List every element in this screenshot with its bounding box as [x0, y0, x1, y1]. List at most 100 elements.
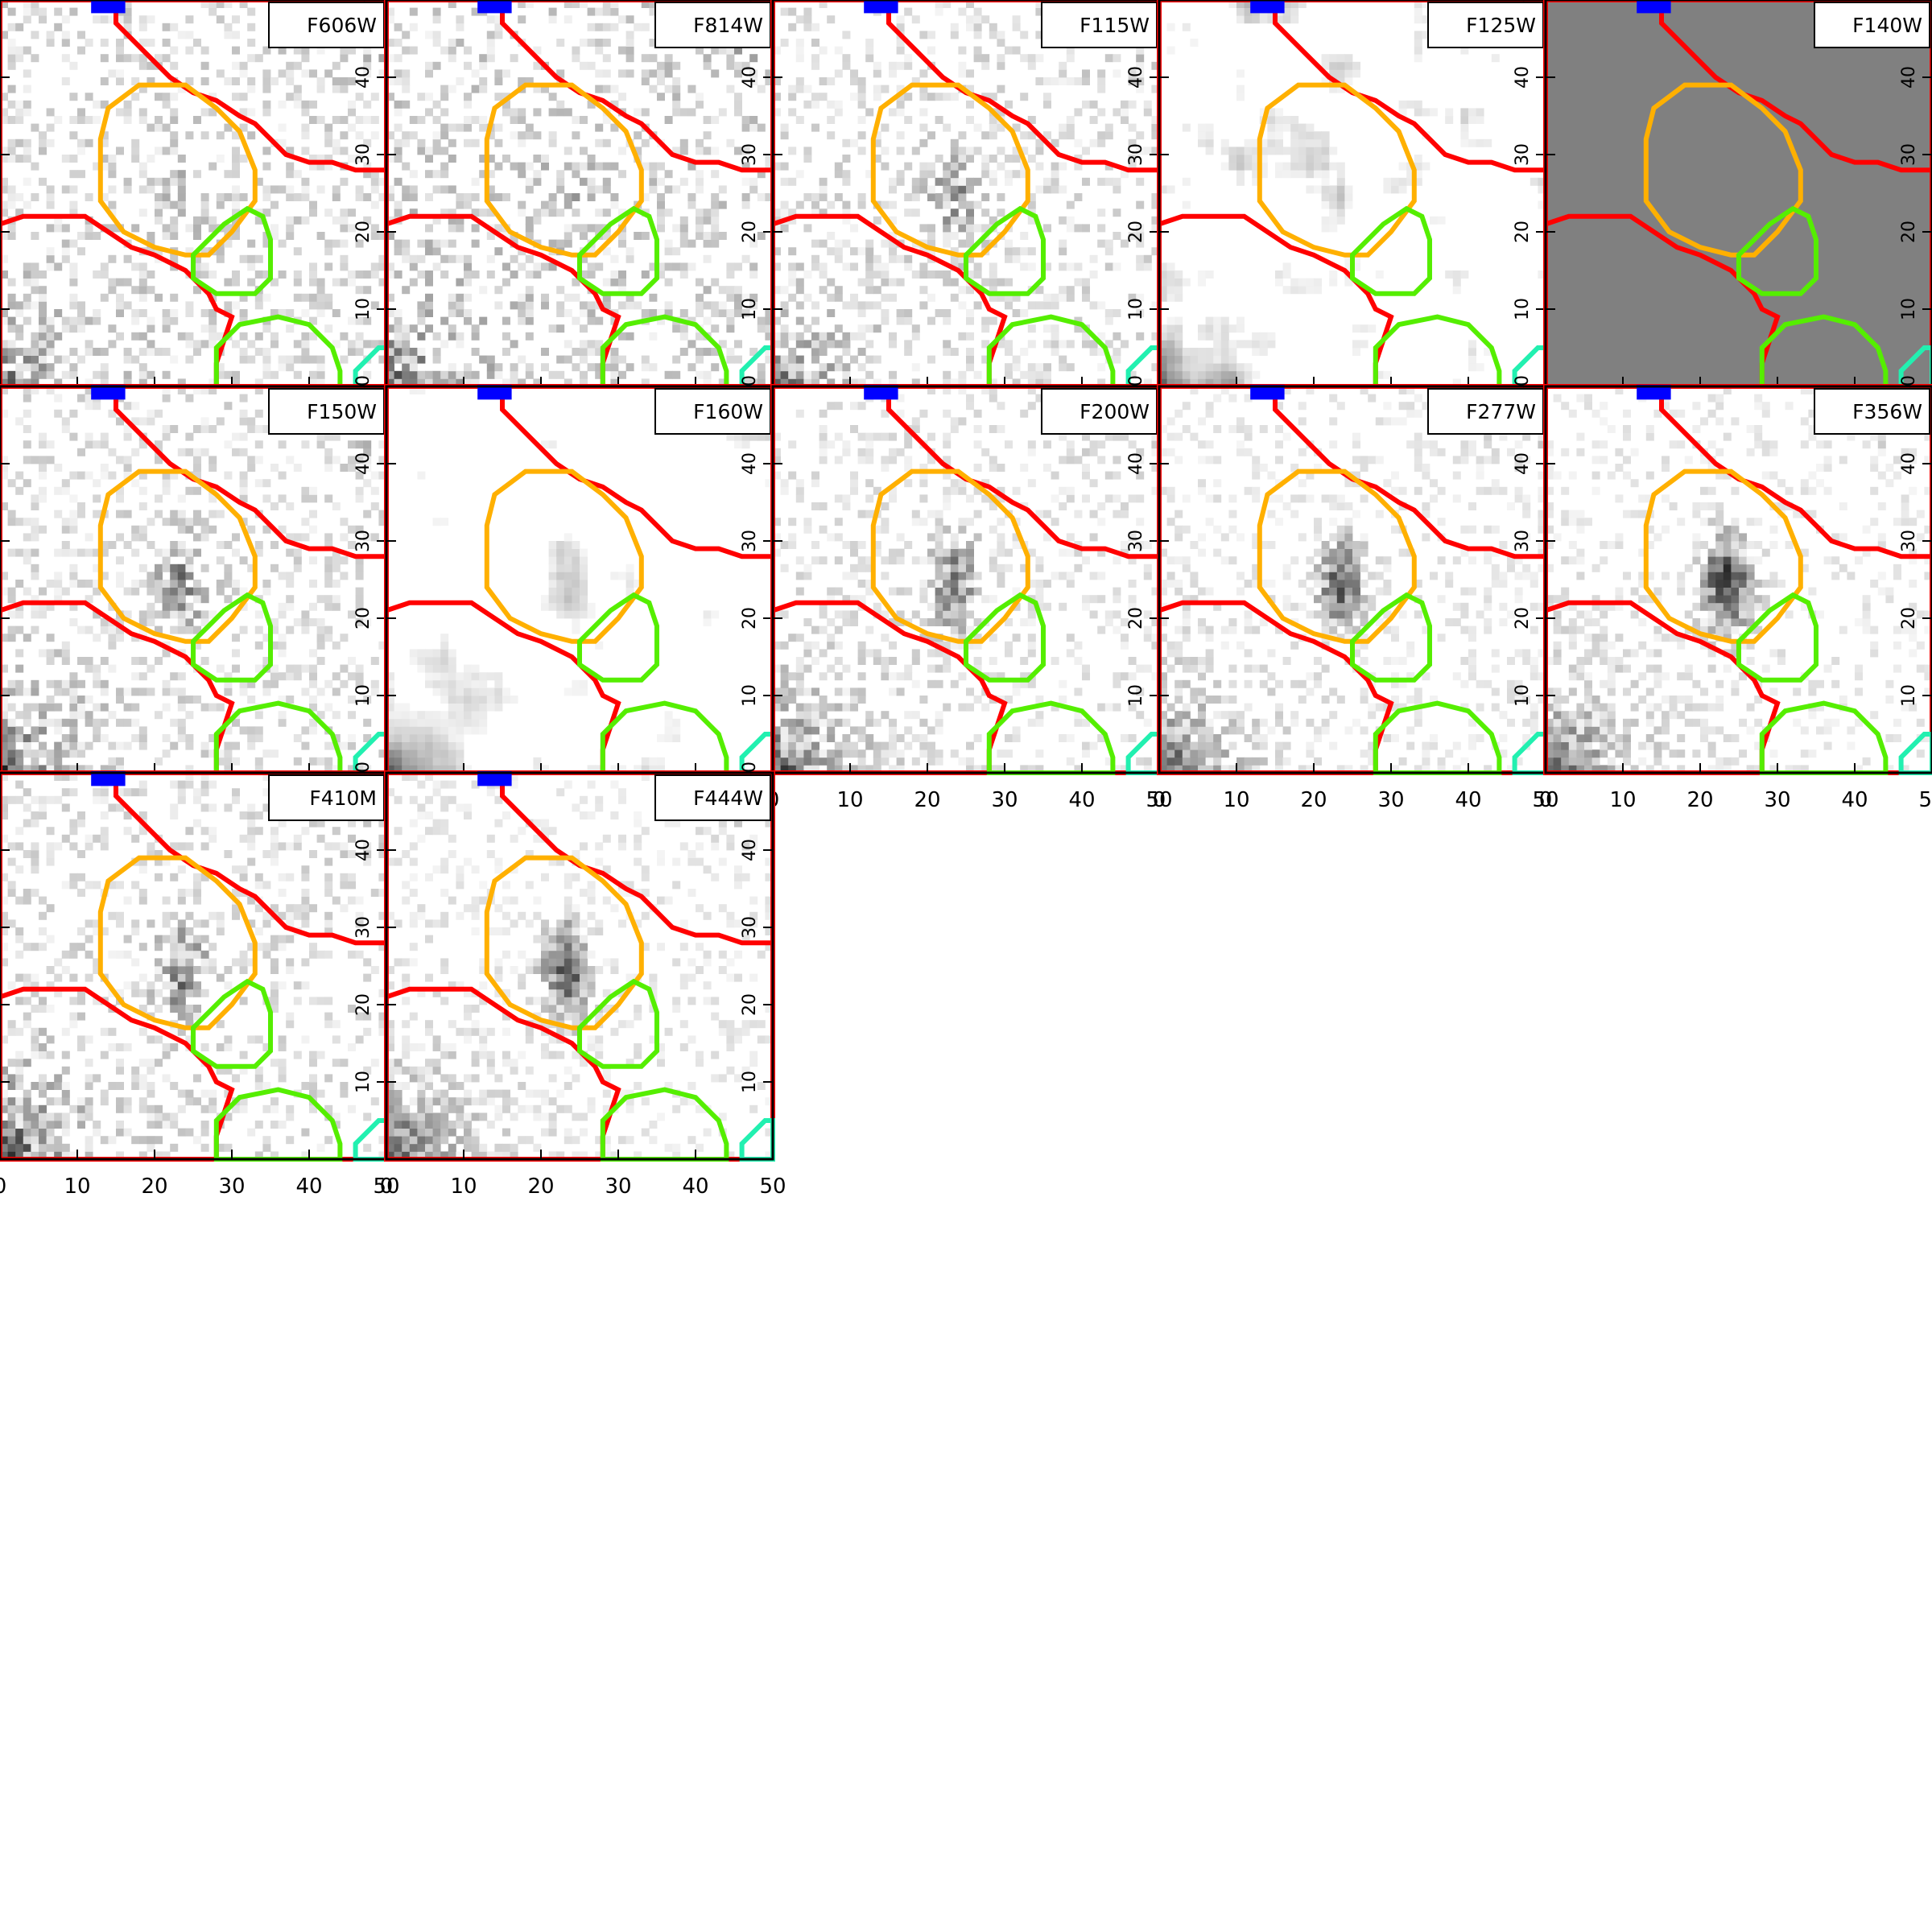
segmap-green-neighbor — [1350, 205, 1432, 296]
y-tick-label: 40 — [1126, 452, 1146, 475]
x-tick-label: 20 — [527, 1174, 554, 1199]
segmap-green-neighbor — [964, 592, 1046, 683]
filter-label: F200W — [1080, 400, 1150, 423]
y-tick-label: 10 — [353, 684, 374, 707]
segmap-orange-source — [484, 82, 644, 258]
segmap-green-lower — [600, 314, 729, 389]
segmap-blue-top — [477, 771, 512, 786]
y-tick-label: 20 — [740, 221, 760, 243]
segmap-red-upper — [114, 386, 386, 559]
x-tick-label: 20 — [141, 1174, 167, 1199]
segmap-green-neighbor — [577, 978, 659, 1069]
x-tick-label: 30 — [218, 1174, 245, 1199]
x-tick-label: 30 — [1377, 788, 1404, 812]
filter-label: F277W — [1466, 400, 1536, 423]
x-tick-label: 40 — [1841, 788, 1868, 812]
y-tick-label: 40 — [353, 452, 374, 475]
filter-label-box — [654, 2, 771, 48]
filter-label-box — [1041, 388, 1158, 435]
segmap-red-upper — [114, 773, 386, 946]
segmap-green-neighbor — [191, 978, 273, 1069]
x-tick-label: 10 — [836, 788, 863, 812]
y-tick-label: 10 — [740, 298, 760, 320]
segmap-blue-top — [91, 771, 126, 786]
segmap-green-neighbor — [964, 205, 1046, 296]
y-tick-label: 20 — [353, 993, 374, 1016]
segmap-orange-source — [97, 469, 258, 644]
y-tick-label: 30 — [1513, 143, 1533, 166]
segmap-green-neighbor — [1736, 205, 1818, 296]
y-tick-label: 40 — [740, 839, 760, 861]
x-tick-label: 50 — [373, 1174, 399, 1199]
y-tick-label: 20 — [1126, 221, 1146, 243]
x-tick-label: 30 — [1764, 788, 1790, 812]
segmap-blue-top — [91, 0, 126, 14]
segmap-red-upper — [886, 0, 1159, 173]
segmap-green-lower — [213, 1087, 343, 1162]
filter-label-box — [268, 388, 385, 435]
x-tick-label: 10 — [1609, 788, 1636, 812]
x-tick-label: 40 — [682, 1174, 708, 1199]
x-tick-label: 50 — [759, 1174, 786, 1199]
segmap-blue-top — [864, 385, 898, 400]
y-tick-label: 40 — [1126, 66, 1146, 89]
y-tick-label: 10 — [1899, 298, 1919, 320]
filter-label: F814W — [693, 14, 763, 37]
segmap-red-upper — [1273, 386, 1546, 559]
y-tick-label: 30 — [740, 916, 760, 939]
segmap-blue-top — [864, 0, 898, 14]
segmap-green-neighbor — [577, 205, 659, 296]
y-tick-label: 30 — [1899, 143, 1919, 166]
segmap-orange-source — [1257, 82, 1417, 258]
segmap-red-upper — [500, 386, 773, 559]
y-tick-label: 30 — [1513, 530, 1533, 552]
y-tick-label: 10 — [353, 1071, 374, 1093]
flat-image-fill — [1546, 0, 1932, 386]
y-tick-label: 30 — [1126, 530, 1146, 552]
y-tick-label: 20 — [1899, 607, 1919, 630]
y-tick-label: 20 — [1899, 221, 1919, 243]
filter-label: F356W — [1852, 400, 1922, 423]
y-tick-label: 10 — [740, 684, 760, 707]
segmap-red-upper — [1659, 386, 1932, 559]
filter-label: F410M — [309, 786, 377, 810]
x-tick-label: 20 — [1300, 788, 1327, 812]
segmap-green-lower — [1373, 314, 1502, 389]
segmap-blue-top — [477, 0, 512, 14]
segmap-orange-source — [1643, 82, 1803, 258]
segmap-green-lower — [986, 314, 1116, 389]
cutout-image — [386, 0, 774, 387]
y-tick-label: 20 — [1513, 607, 1533, 630]
x-tick-label: 30 — [991, 788, 1018, 812]
segmap-red-upper — [886, 386, 1159, 559]
y-tick-label: 30 — [353, 916, 374, 939]
y-tick-label: 20 — [740, 607, 760, 630]
segmap-blue-top — [91, 385, 126, 400]
segmap-orange-source — [870, 469, 1030, 644]
segmap-orange-source — [1257, 469, 1417, 644]
filter-label: F150W — [307, 400, 377, 423]
x-tick-label: 40 — [1455, 788, 1481, 812]
y-tick-label: 10 — [1126, 684, 1146, 707]
segmap-red-upper — [500, 0, 773, 173]
segmap-red-upper — [500, 773, 773, 946]
y-tick-label: 40 — [1899, 452, 1919, 475]
segmap-green-neighbor — [1736, 592, 1818, 683]
segmap-green-lower — [600, 700, 729, 775]
filter-label-box — [1814, 388, 1930, 435]
y-tick-label: 10 — [740, 1071, 760, 1093]
filter-label: F606W — [307, 14, 377, 37]
segmap-red-upper — [1273, 0, 1546, 173]
filter-label-box — [1814, 2, 1930, 48]
y-tick-label: 40 — [1513, 452, 1533, 475]
x-tick-label: 50 — [1918, 788, 1932, 812]
segmap-green-lower — [213, 314, 343, 389]
segmap-blue-top — [1637, 385, 1671, 400]
filter-label: F115W — [1080, 14, 1150, 37]
y-tick-label: 30 — [353, 530, 374, 552]
x-tick-label: 50 — [1532, 788, 1558, 812]
x-tick-label: 40 — [1068, 788, 1095, 812]
y-tick-label: 30 — [1899, 530, 1919, 552]
segmap-orange-source — [97, 855, 258, 1030]
